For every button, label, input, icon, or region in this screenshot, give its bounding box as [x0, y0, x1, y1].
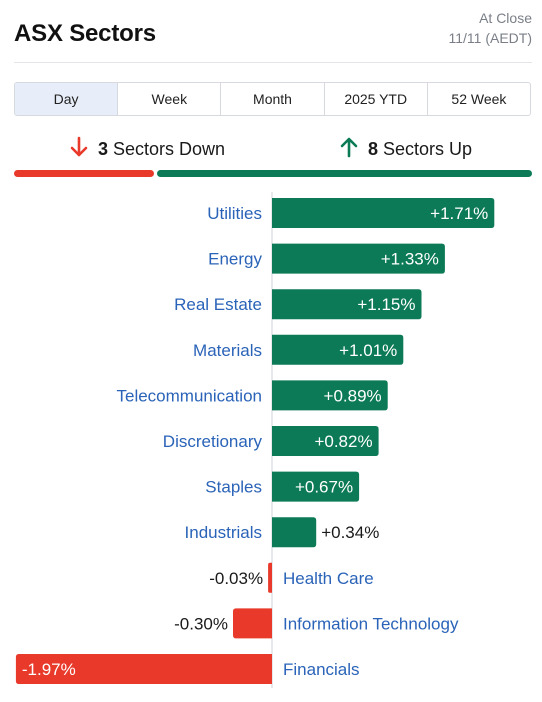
page-title: ASX Sectors [14, 20, 156, 47]
sectors-down-summary: 3 Sectors Down [70, 136, 225, 162]
header-divider [14, 62, 532, 63]
as-of-label: At Close [479, 10, 532, 26]
value-label-information-technology: -0.30% [174, 614, 228, 633]
sectors-up-bar [157, 170, 532, 177]
period-tabs: Day Week Month 2025 YTD 52 Week [14, 82, 531, 116]
value-label-real-estate: +1.15% [357, 295, 415, 314]
category-label-staples: Staples [205, 478, 262, 497]
as-of-timestamp: At Close 11/11 (AEDT) [448, 8, 532, 48]
tab-day[interactable]: Day [15, 83, 118, 115]
value-label-energy: +1.33% [381, 250, 439, 269]
bar-industrials[interactable] [272, 517, 317, 548]
as-of-date: 11/11 (AEDT) [448, 30, 532, 46]
category-label-utilities: Utilities [207, 204, 262, 223]
category-label-financials: Financials [283, 660, 360, 679]
value-label-discretionary: +0.82% [314, 432, 372, 451]
value-label-utilities: +1.71% [430, 204, 488, 223]
bar-financials[interactable] [15, 654, 273, 684]
category-label-real-estate: Real Estate [174, 295, 262, 314]
bar-health-care[interactable] [268, 562, 272, 593]
value-label-materials: +1.01% [339, 341, 397, 360]
sectors-up-count: 8 [368, 138, 379, 159]
tab-week[interactable]: Week [117, 83, 220, 115]
arrow-down-icon [70, 136, 88, 163]
sectors-down-count: 3 [98, 138, 109, 159]
sectors-up-summary: 8 Sectors Up [340, 136, 472, 162]
category-label-health-care: Health Care [283, 569, 374, 588]
bar-discretionary[interactable] [272, 426, 379, 456]
bar-materials[interactable] [272, 334, 404, 365]
tab-month[interactable]: Month [220, 83, 323, 115]
value-label-industrials: +0.34% [321, 523, 379, 542]
value-label-financials: -1.97% [22, 660, 76, 679]
category-label-information-technology: Information Technology [283, 614, 459, 633]
category-label-discretionary: Discretionary [163, 432, 263, 451]
value-label-health-care: -0.03% [209, 569, 263, 588]
bar-energy[interactable] [272, 243, 445, 274]
value-label-telecommunication: +0.89% [324, 386, 382, 405]
sectors-up-label: Sectors Up [383, 138, 473, 159]
sectors-down-bar [14, 170, 154, 177]
category-label-materials: Materials [193, 341, 262, 360]
tab-52-week[interactable]: 52 Week [426, 83, 530, 115]
category-label-industrials: Industrials [185, 523, 262, 542]
bar-staples[interactable] [272, 471, 360, 502]
bar-information-technology[interactable] [233, 608, 272, 639]
category-label-energy: Energy [208, 250, 262, 269]
tab-ytd[interactable]: 2025 YTD [323, 83, 427, 115]
category-label-telecommunication: Telecommunication [116, 386, 262, 405]
value-label-staples: +0.67% [295, 478, 353, 497]
bar-telecommunication[interactable] [272, 380, 388, 411]
sectors-down-label: Sectors Down [113, 138, 226, 159]
arrow-up-icon [340, 136, 358, 163]
bar-utilities[interactable] [272, 198, 495, 228]
bar-real-estate[interactable] [272, 289, 422, 320]
